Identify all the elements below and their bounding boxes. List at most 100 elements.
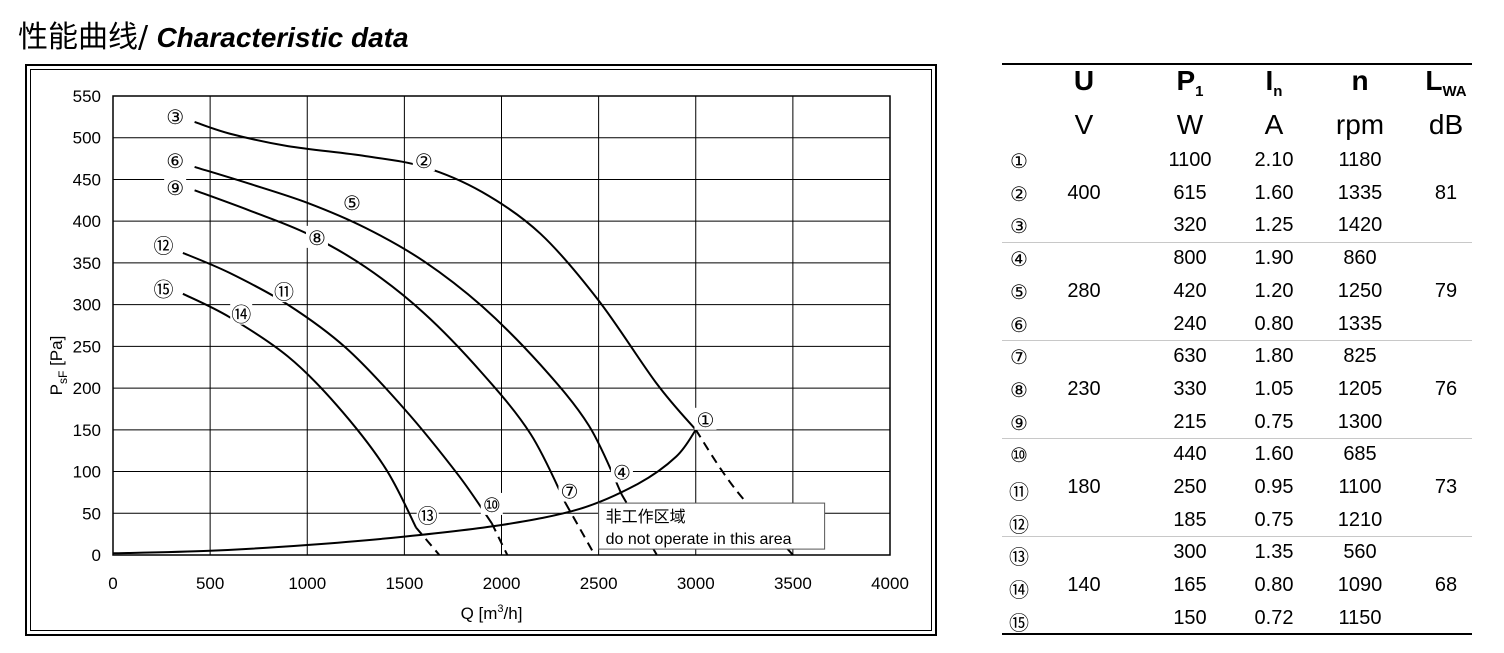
- cell-n: 1420: [1337, 214, 1383, 237]
- curve-annotation-label: ⑨: [166, 178, 184, 200]
- y-axis-label: PsF [Pa]: [47, 336, 70, 396]
- cell-p1: 215: [1173, 410, 1207, 433]
- chart-frame-outer: [25, 64, 937, 636]
- annotation-backdrop: [412, 149, 435, 172]
- x-tick-label: 3500: [774, 574, 812, 593]
- cell-n: 1210: [1337, 508, 1383, 531]
- curve-annotation-label: ①: [696, 410, 714, 432]
- no-operate-text-cn: 非工作区域: [606, 508, 686, 526]
- y-tick-label: 0: [92, 546, 101, 565]
- annotation-backdrop: [230, 302, 253, 325]
- cell-n: 1180: [1338, 149, 1382, 171]
- cell-lwa: 76: [1434, 377, 1458, 400]
- x-tick-label: 1000: [288, 574, 326, 593]
- cell-n: 1250: [1337, 279, 1383, 302]
- cell-voltage: 280: [1067, 279, 1101, 302]
- cell-in: 0.75: [1254, 410, 1294, 433]
- row-id: ⑥: [1010, 312, 1028, 337]
- annotation-backdrop: [416, 503, 439, 526]
- curve-annotation-label: ⑬: [418, 505, 438, 528]
- annotation-backdrop: [610, 460, 633, 483]
- cell-n: 1150: [1338, 606, 1382, 629]
- annotation-backdrop: [164, 104, 187, 127]
- cell-n: 860: [1343, 247, 1377, 270]
- y-tick-label: 150: [73, 421, 101, 440]
- row-id: ⑬: [1009, 545, 1029, 570]
- table-bottom-rule: [1002, 633, 1472, 635]
- y-tick-label: 100: [73, 463, 101, 482]
- cell-in: 0.75: [1254, 508, 1294, 531]
- cell-in: 1.90: [1254, 247, 1294, 270]
- cell-p1: 420: [1173, 279, 1207, 302]
- page-title: 性能曲线/ Characteristic data: [18, 12, 409, 56]
- group-divider: [1002, 536, 1472, 538]
- column-header-symbol: U: [1073, 65, 1095, 96]
- cell-p1: 300: [1173, 541, 1207, 564]
- cell-p1: 800: [1173, 247, 1207, 270]
- group-divider: [1002, 340, 1472, 342]
- series-dashed-extension: [564, 502, 596, 556]
- series-line-2: [194, 165, 623, 496]
- y-tick-label: 450: [73, 170, 101, 189]
- curve-annotation-label: ④: [613, 462, 631, 484]
- cell-p1: 320: [1173, 214, 1207, 237]
- annotation-backdrop: [480, 492, 503, 515]
- column-header: U: [1044, 65, 1124, 97]
- cell-in: 0.95: [1254, 476, 1294, 498]
- row-id: ②: [1010, 181, 1028, 206]
- y-tick-label: 500: [73, 129, 101, 148]
- cell-in: 1.80: [1254, 345, 1294, 368]
- column-header-symbol: I: [1265, 65, 1274, 96]
- row-id: ⑧: [1010, 377, 1028, 402]
- cell-in: 0.80: [1254, 574, 1294, 597]
- y-tick-label: 50: [82, 504, 101, 523]
- column-header: In: [1234, 65, 1314, 100]
- no-operate-text-en: do not operate in this area: [606, 531, 792, 548]
- x-tick-label: 3000: [677, 574, 715, 593]
- column-unit: dB: [1428, 109, 1464, 140]
- cell-n: 685: [1343, 443, 1377, 466]
- title-separator: /: [138, 20, 149, 55]
- column-header: n: [1320, 65, 1400, 97]
- cell-n: 1335: [1337, 312, 1383, 335]
- cell-in: 2.10: [1254, 149, 1294, 171]
- row-id: ⑨: [1010, 410, 1028, 435]
- series-line-4: [182, 251, 493, 524]
- title-english: Characteristic data: [156, 22, 409, 53]
- cell-p1: 1100: [1168, 149, 1212, 171]
- row-id: ⑦: [1010, 345, 1028, 370]
- x-tick-label: 500: [196, 574, 224, 593]
- cell-n: 1100: [1338, 476, 1382, 498]
- annotation-backdrop: [340, 190, 363, 213]
- column-header-symbol: P: [1176, 65, 1196, 96]
- cell-p1: 165: [1173, 574, 1207, 597]
- cell-n: 1300: [1337, 410, 1383, 433]
- y-tick-label: 300: [73, 296, 101, 315]
- cell-p1: 330: [1173, 377, 1207, 400]
- chart-frame-inner: [30, 69, 932, 631]
- row-id: ⑭: [1009, 578, 1029, 603]
- table-top-rule: [1002, 63, 1472, 65]
- row-id: ③: [1010, 214, 1028, 239]
- series-line-3: [194, 189, 567, 504]
- column-header-symbol: L: [1425, 65, 1443, 96]
- cell-voltage: 180: [1067, 476, 1101, 498]
- curve-annotation-label: ③: [166, 107, 184, 129]
- x-axis-label: Q [m3/h]: [461, 603, 523, 623]
- column-header-symbol: n: [1351, 65, 1369, 96]
- no-operate-box: [598, 502, 826, 550]
- curve-annotation-label: ⑭: [231, 304, 251, 327]
- cell-lwa: 79: [1434, 279, 1458, 302]
- annotation-backdrop: [694, 407, 717, 430]
- column-unit: A: [1264, 109, 1284, 140]
- annotation-backdrop: [305, 225, 328, 248]
- x-tick-label: 2500: [580, 574, 618, 593]
- row-id: ④: [1010, 247, 1028, 272]
- cell-in: 1.25: [1254, 214, 1294, 237]
- row-id: ⑪: [1009, 480, 1029, 504]
- cell-lwa: 73: [1434, 476, 1458, 498]
- curve-annotation-label: ⑩: [483, 495, 501, 517]
- group-divider: [1002, 242, 1472, 244]
- cell-p1: 440: [1173, 443, 1207, 466]
- x-tick-label: 4000: [871, 574, 909, 593]
